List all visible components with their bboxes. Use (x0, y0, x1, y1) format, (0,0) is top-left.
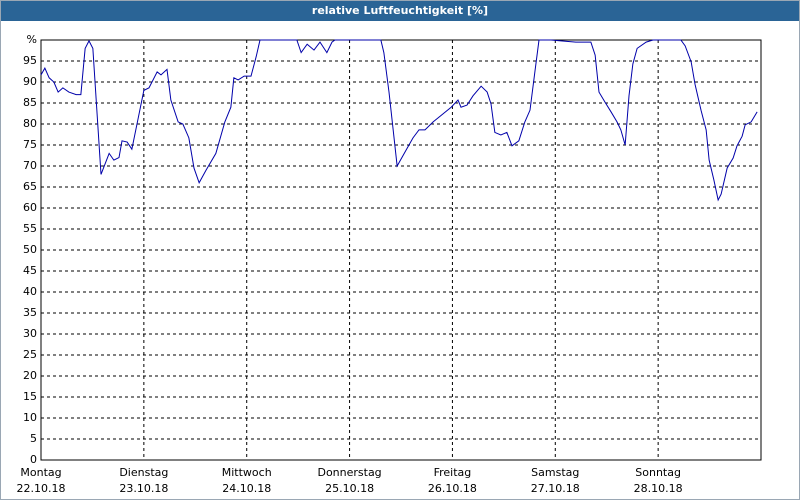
x-tick-date: 28.10.18 (634, 482, 683, 495)
y-tick-label: 5 (30, 432, 37, 445)
y-tick-label: 70 (23, 159, 37, 172)
x-tick-label: Mittwoch (222, 466, 272, 479)
y-tick-label: 55 (23, 222, 37, 235)
y-tick-label: 95 (23, 54, 37, 67)
x-tick-date: 25.10.18 (325, 482, 374, 495)
x-tick-date: 27.10.18 (531, 482, 580, 495)
y-tick-label: 35 (23, 306, 37, 319)
x-tick-date: 24.10.18 (222, 482, 271, 495)
x-tick-date: 23.10.18 (119, 482, 168, 495)
y-tick-label: 60 (23, 201, 37, 214)
x-tick-label: Donnerstag (317, 466, 381, 479)
y-tick-label: % (27, 33, 37, 46)
y-tick-label: 40 (23, 285, 37, 298)
y-tick-label: 50 (23, 243, 37, 256)
y-tick-label: 65 (23, 180, 37, 193)
line-series (40, 39, 758, 202)
x-tick-label: Sonntag (635, 466, 681, 479)
x-tick-date: 26.10.18 (428, 482, 477, 495)
y-tick-label: 75 (23, 138, 37, 151)
y-tick-label: 15 (23, 390, 37, 403)
x-tick-date: 22.10.18 (17, 482, 66, 495)
chart-title: relative Luftfeuchtigkeit [%] (1, 1, 799, 21)
y-tick-label: 85 (23, 96, 37, 109)
y-tick-label: 25 (23, 348, 37, 361)
y-tick-label: 30 (23, 327, 37, 340)
x-tick-label: Dienstag (119, 466, 168, 479)
y-tick-label: 45 (23, 264, 37, 277)
x-tick-label: Montag (20, 466, 61, 479)
y-tick-label: 0 (30, 453, 37, 466)
x-tick-label: Samstag (531, 466, 579, 479)
y-tick-label: 80 (23, 117, 37, 130)
y-tick-label: 20 (23, 369, 37, 382)
chart: 0 5 10 15 20 25 30 35 40 45 50 55 60 65 70 75 80 85 90 95% M… (17, 33, 762, 495)
y-tick-label: 90 (23, 75, 37, 88)
x-tick-label: Freitag (434, 466, 472, 479)
y-tick-label: 10 (23, 411, 37, 424)
